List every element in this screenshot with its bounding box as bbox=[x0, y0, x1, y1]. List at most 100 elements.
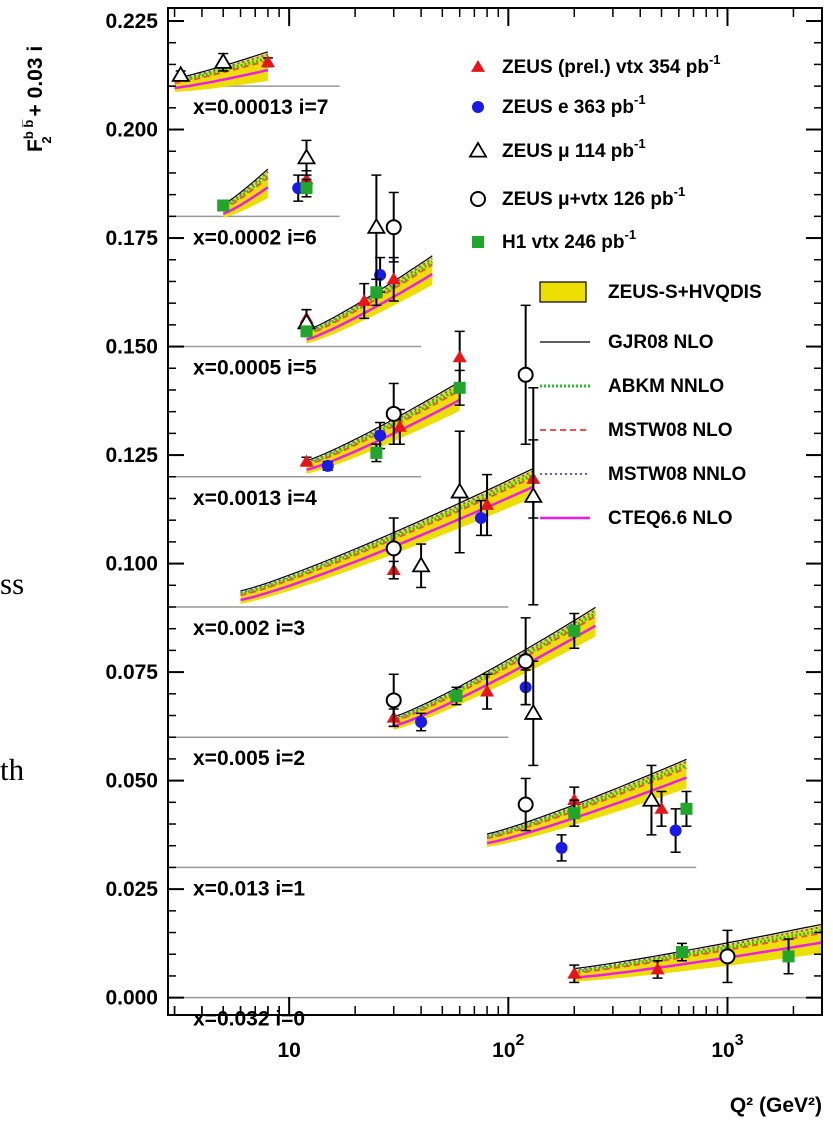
theory-curve-cteq bbox=[174, 68, 269, 90]
marker-zeus-muvtx bbox=[517, 366, 534, 383]
marker-zeus-prel-vtx bbox=[386, 272, 401, 285]
theory-curve-mstw08_nnlo bbox=[222, 170, 269, 207]
theory-curve-mstw08_nnlo bbox=[174, 53, 269, 82]
marker-zeus-prel-vtx bbox=[299, 454, 314, 467]
bin-label: x=0.013 i=1 bbox=[193, 877, 305, 900]
y-tick-label: 0.000 bbox=[105, 987, 158, 1010]
marker-zeus-prel-vtx bbox=[567, 966, 582, 979]
x-tick-label: 103 bbox=[711, 1032, 743, 1062]
theory-curve-gjr08 bbox=[393, 606, 596, 718]
theory-curve-mstw08_nnlo bbox=[486, 760, 687, 837]
legend-label: MSTW08 NNLO bbox=[608, 464, 746, 485]
theory-curve-gjr08 bbox=[306, 381, 461, 462]
theory-curve-mstw08_nlo bbox=[174, 59, 269, 85]
theory-curve-gjr08 bbox=[486, 758, 687, 835]
y-tick-label: 0.125 bbox=[105, 444, 158, 467]
bin-label: x=0.032 i=0 bbox=[193, 1008, 305, 1031]
theory-curve-mstw08_nlo bbox=[486, 767, 687, 840]
y-tick-label: 0.050 bbox=[105, 770, 158, 793]
marker-zeus-prel-vtx bbox=[260, 55, 275, 68]
marker-zeus-mu bbox=[366, 217, 386, 234]
marker-zeus-e bbox=[669, 824, 682, 837]
bg-text-ss: ss bbox=[0, 566, 25, 601]
theory-curve-abkm bbox=[240, 473, 534, 596]
y-tick-label: 0.025 bbox=[105, 878, 158, 901]
y-tick-label: 0.200 bbox=[105, 119, 158, 142]
marker-zeus-e bbox=[555, 841, 568, 854]
plot-frame bbox=[167, 7, 823, 1016]
marker-h1-vtx bbox=[370, 446, 383, 459]
data-points-group bbox=[171, 52, 795, 984]
axis-titles: Q² (GeV²) Fb b̅2+ 0.03 i bbox=[21, 46, 822, 1117]
marker-zeus-muvtx bbox=[385, 219, 402, 236]
marker-zeus-prel-vtx bbox=[471, 60, 485, 72]
marker-zeus-e bbox=[474, 512, 487, 525]
legend-label: ABKM NNLO bbox=[608, 376, 724, 397]
marker-zeus-prel-vtx bbox=[567, 793, 582, 806]
legend-label: ZEUS μ+vtx 126 pb-1 bbox=[502, 184, 685, 210]
marker-zeus-prel-vtx bbox=[650, 962, 665, 975]
marker-zeus-mu bbox=[641, 790, 662, 807]
bin-label: x=0.0002 i=6 bbox=[193, 226, 317, 249]
marker-zeus-muvtx bbox=[470, 191, 486, 207]
marker-zeus-mu bbox=[171, 65, 191, 82]
bin-baselines bbox=[168, 85, 822, 999]
marker-zeus-mu bbox=[213, 52, 233, 69]
legend-label: CTEQ6.6 NLO bbox=[608, 508, 733, 529]
marker-zeus-mu bbox=[523, 486, 543, 503]
marker-h1-vtx bbox=[300, 182, 313, 195]
bin-label: x=0.0013 i=4 bbox=[193, 487, 317, 510]
theory-curve-mstw08_nnlo bbox=[306, 257, 433, 333]
bin-label: x=0.002 i=3 bbox=[193, 617, 305, 640]
theory-curve-mstw08_nlo bbox=[222, 176, 269, 210]
marker-h1-vtx bbox=[680, 802, 693, 815]
marker-zeus-prel-vtx bbox=[452, 350, 467, 363]
theory-curve-cteq bbox=[486, 776, 687, 845]
marker-zeus-muvtx bbox=[719, 948, 736, 965]
marker-zeus-mu bbox=[411, 555, 431, 573]
theory-curve-abkm bbox=[306, 386, 461, 466]
marker-zeus-prel-vtx bbox=[392, 419, 407, 432]
marker-zeus-muvtx bbox=[385, 540, 402, 557]
marker-h1-vtx bbox=[300, 325, 313, 338]
legend-label: ZEUS μ 114 pb-1 bbox=[502, 136, 646, 162]
theory-curve-abkm bbox=[486, 764, 688, 839]
theory-curve-gjr08 bbox=[306, 255, 433, 332]
x-tick-label: 102 bbox=[492, 1032, 524, 1062]
marker-h1-vtx bbox=[675, 946, 688, 959]
theory-curve-cteq bbox=[306, 273, 433, 341]
theory-curve-mstw08_nnlo bbox=[393, 609, 597, 720]
theory-band bbox=[174, 52, 268, 92]
marker-zeus-e bbox=[415, 716, 428, 729]
theory-band bbox=[306, 256, 433, 344]
legend-label: ZEUS-S+HVQDIS bbox=[608, 282, 762, 303]
theory-curve-gjr08 bbox=[574, 923, 823, 970]
y-axis-title: Fb b̅2+ 0.03 i bbox=[21, 46, 54, 152]
y-tick-label: 0.225 bbox=[105, 10, 158, 33]
theory-curve-mstw08_nnlo bbox=[574, 925, 823, 971]
theory-curve-cteq bbox=[393, 624, 597, 728]
legend-label: ZEUS (prel.) vtx 354 pb-1 bbox=[502, 52, 721, 78]
y-tick-label: 0.175 bbox=[105, 227, 158, 250]
theory-curve-abkm bbox=[393, 612, 597, 722]
bin-label: x=0.00013 i=7 bbox=[193, 96, 328, 119]
bg-text-th: th bbox=[0, 752, 25, 787]
theory-curve-abkm bbox=[174, 56, 269, 84]
marker-zeus-prel-vtx bbox=[480, 684, 495, 697]
bin-label: x=0.0005 i=5 bbox=[193, 357, 317, 380]
y-tick-label: 0.150 bbox=[105, 336, 158, 359]
marker-h1-vtx bbox=[370, 286, 383, 299]
theory-curve-abkm bbox=[574, 928, 823, 974]
marker-zeus-mu bbox=[468, 141, 488, 158]
marker-h1-vtx bbox=[217, 199, 230, 212]
theory-band bbox=[393, 608, 596, 730]
axes-group: 0.000 0.025 0.050 0.075 0.100 0.125 0.150 0.175… bbox=[105, 7, 823, 1062]
marker-zeus-mu bbox=[296, 147, 317, 165]
marker-zeus-e bbox=[374, 429, 387, 442]
legend-label: H1 vtx 246 pb-1 bbox=[502, 227, 636, 253]
marker-h1-vtx bbox=[782, 950, 795, 963]
x-tick-label: 10 bbox=[277, 1039, 300, 1062]
marker-h1-vtx bbox=[450, 689, 463, 702]
theory-curve-mstw08_nnlo bbox=[240, 470, 534, 594]
